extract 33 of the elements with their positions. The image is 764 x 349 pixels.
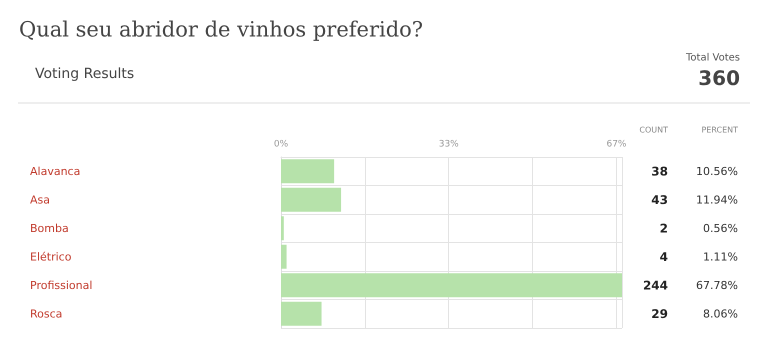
data-label: 8.06% xyxy=(703,307,738,320)
x2-tick-label: 0% xyxy=(274,140,289,150)
text: 244 xyxy=(642,278,668,292)
text: 2 xyxy=(660,221,668,236)
data-label: 67.78% xyxy=(696,278,738,292)
bar xyxy=(281,188,342,212)
bar xyxy=(281,302,322,326)
bar xyxy=(281,216,284,240)
text: Total Votes xyxy=(685,52,740,64)
y-tick-label: Asa xyxy=(30,193,50,206)
bar xyxy=(281,273,622,298)
data-label: 10.56% xyxy=(696,164,738,178)
y-tick-label: Alavanca xyxy=(30,164,80,178)
text: 4 xyxy=(660,250,668,264)
text: 360 xyxy=(698,66,740,90)
data-label: 0.56% xyxy=(703,222,738,235)
data-label: 1.11% xyxy=(703,250,738,264)
y-tick-label: Elétrico xyxy=(30,250,72,264)
y-tick-label: Rosca xyxy=(30,307,62,320)
text: 38 xyxy=(651,164,668,178)
y-tick-label: Profissional xyxy=(30,278,92,292)
text: PERCENT xyxy=(701,126,738,134)
chart-title: Qual seu abridor de vinhos preferido? xyxy=(19,18,424,42)
y-tick-label: Bomba xyxy=(30,222,69,235)
x2-tick-label: 67% xyxy=(606,140,627,150)
x2-tick-label: 33% xyxy=(438,140,460,150)
text: COUNT xyxy=(639,126,668,134)
bar xyxy=(281,244,287,269)
bar xyxy=(281,159,334,184)
text: 43 xyxy=(651,192,668,207)
text: 29 xyxy=(651,306,668,321)
text: Voting Results xyxy=(35,66,134,82)
data-label: 11.94% xyxy=(696,193,738,206)
